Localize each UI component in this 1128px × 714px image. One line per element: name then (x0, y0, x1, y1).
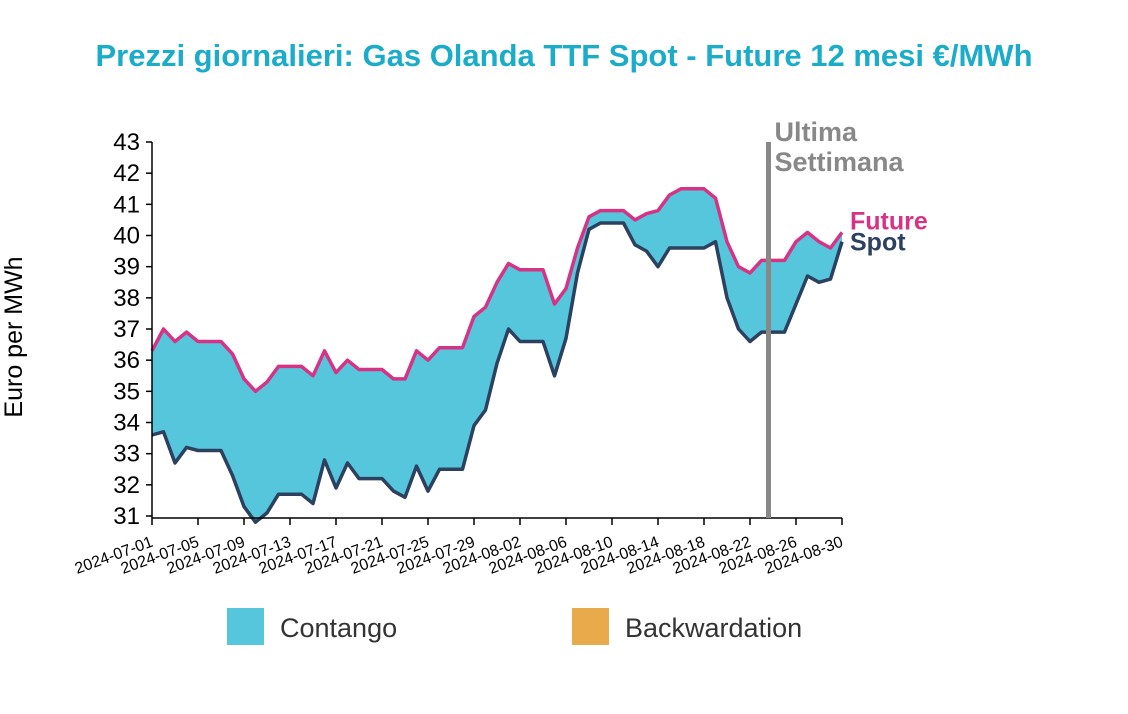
contango-area (152, 188, 842, 523)
y-tick-label: 35 (113, 378, 140, 405)
y-axis-label: Euro per MWh (0, 256, 28, 417)
y-tick-label: 43 (113, 129, 140, 156)
y-tick-label: 39 (113, 254, 140, 281)
legend: Contango Backwardation (227, 608, 802, 645)
future-series-label: Future (850, 207, 928, 235)
y-tick-label: 32 (113, 472, 140, 499)
future-line (150, 187, 844, 394)
axes: 313233343536373839404142432024-07-012024… (0, 129, 845, 578)
y-tick-label: 40 (113, 223, 140, 250)
series-lines (150, 187, 844, 524)
spread-fills (152, 188, 842, 523)
y-tick-label: 37 (113, 316, 140, 343)
annotation-label-line1: Ultima (775, 117, 859, 147)
y-tick-label: 33 (113, 441, 140, 468)
legend-swatch-backwardation (572, 608, 609, 645)
y-tick-label: 31 (113, 503, 140, 530)
y-tick-label: 41 (113, 191, 140, 218)
chart-title: Prezzi giornalieri: Gas Olanda TTF Spot … (95, 38, 1033, 73)
y-tick-label: 36 (113, 347, 140, 374)
legend-label-backwardation: Backwardation (625, 613, 802, 643)
y-tick-label: 42 (113, 160, 140, 187)
spot-line (151, 221, 844, 524)
spot-series-label: Spot (850, 229, 906, 257)
legend-swatch-contango (227, 608, 264, 645)
annotation-label-line2: Settimana (775, 147, 905, 177)
y-tick-label: 38 (113, 285, 140, 312)
legend-label-contango: Contango (280, 613, 397, 643)
y-tick-label: 34 (113, 410, 140, 437)
